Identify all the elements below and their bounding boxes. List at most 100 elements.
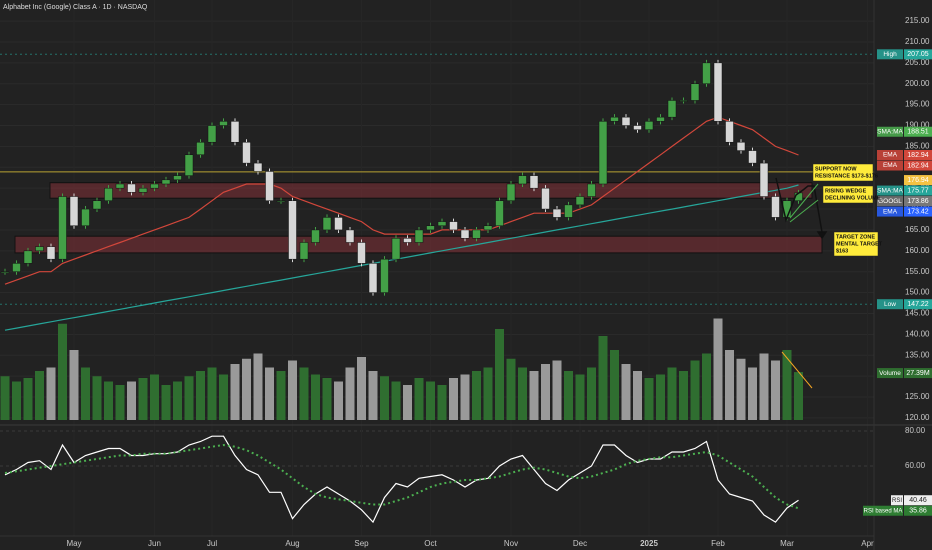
x-tick-label: Apr	[861, 539, 874, 548]
y-tick-label: 185.00	[905, 142, 930, 151]
volume-bar	[621, 364, 631, 420]
zone	[49, 182, 813, 199]
tag-value-box	[904, 160, 932, 171]
y-tick-label: 195.00	[905, 100, 930, 109]
annotation-text: DECLINING VOLUME	[825, 195, 881, 201]
volume-bar	[403, 385, 412, 420]
candle	[173, 175, 182, 181]
candle	[46, 246, 56, 260]
tag-name: Low	[884, 301, 896, 308]
volume-bar	[219, 374, 228, 420]
candle	[334, 217, 343, 231]
tag-value-box	[904, 126, 932, 137]
candle	[184, 154, 194, 176]
volume-bar	[725, 350, 734, 420]
volume-bar	[12, 381, 21, 420]
candle	[598, 121, 608, 185]
candle	[483, 225, 493, 231]
candle	[127, 183, 136, 193]
annotation-box	[833, 231, 879, 257]
volume-bar	[138, 378, 148, 420]
wedge-upper	[789, 183, 819, 219]
rsi-line	[4, 435, 799, 524]
volume-bar	[656, 374, 665, 420]
volume-bar	[0, 376, 10, 420]
moving-average	[4, 184, 799, 331]
tag-value: 182.94	[907, 162, 929, 169]
candle	[322, 217, 332, 231]
candle	[736, 141, 746, 151]
volume-bar	[391, 381, 401, 420]
candle	[219, 121, 228, 126]
annotation-box	[812, 163, 874, 182]
moving-average	[4, 116, 799, 285]
annotation-box	[822, 185, 874, 204]
candle	[403, 238, 412, 243]
volume-bar	[518, 367, 527, 420]
candle	[495, 200, 504, 227]
y-tick-label: 210.00	[905, 37, 930, 46]
candle	[426, 225, 435, 231]
volume-bar	[529, 371, 539, 420]
candle	[81, 208, 90, 227]
candle	[437, 221, 447, 227]
candle	[150, 183, 159, 189]
candle	[368, 263, 378, 293]
candle	[115, 183, 125, 189]
y-tick-label: 150.00	[905, 288, 930, 297]
volume-bar	[633, 371, 642, 420]
volume-bar	[299, 367, 309, 420]
volume-bar	[115, 385, 125, 420]
tag-name-box	[877, 299, 903, 310]
volume-bar	[771, 360, 780, 420]
candle	[621, 116, 631, 126]
y-tick-label: 135.00	[905, 350, 930, 359]
volume-bar	[598, 336, 608, 420]
annotation-text: RISING WEDGE	[825, 188, 867, 194]
candle	[575, 196, 585, 206]
candle	[345, 229, 355, 243]
y-tick-label: 190.00	[905, 121, 930, 130]
volume-bar	[564, 371, 573, 420]
tag-name: EMA	[883, 152, 898, 159]
annotation-text: $163	[836, 248, 848, 254]
candle	[311, 229, 320, 243]
candle	[12, 263, 21, 272]
candle	[414, 229, 424, 243]
volume-bar	[81, 367, 90, 420]
x-tick-label: Jul	[207, 539, 217, 548]
x-tick-label: Oct	[424, 539, 437, 548]
volume-bar	[58, 323, 67, 420]
wedge-path	[775, 177, 823, 233]
volume-bar	[794, 372, 803, 420]
volume-bar	[426, 381, 435, 420]
tag-name: GOOGL	[878, 198, 902, 205]
candle	[633, 125, 642, 130]
candle	[564, 204, 573, 218]
volume-tag-name: Volume	[879, 370, 901, 377]
candle	[506, 183, 516, 201]
candle	[587, 183, 596, 197]
volume-bar	[610, 350, 619, 420]
candle	[541, 187, 550, 210]
volume-bar	[437, 385, 447, 420]
tag-value-box	[904, 49, 932, 60]
volume-bar	[587, 367, 596, 420]
volume-bar	[345, 367, 355, 420]
candle	[518, 175, 527, 185]
candle	[771, 196, 780, 218]
rsi-tick-label: 80.00	[905, 426, 926, 435]
tag-value: 176.94	[907, 177, 929, 184]
volume-bar	[104, 381, 113, 420]
candle	[644, 121, 654, 130]
volume-bar	[541, 364, 550, 420]
volume-bar	[748, 367, 757, 420]
wedge-lower	[789, 199, 819, 223]
volume-bar	[150, 374, 159, 420]
y-tick-label: 165.00	[905, 225, 930, 234]
candle	[380, 258, 389, 293]
volume-bar	[368, 371, 378, 420]
candle	[690, 83, 700, 101]
